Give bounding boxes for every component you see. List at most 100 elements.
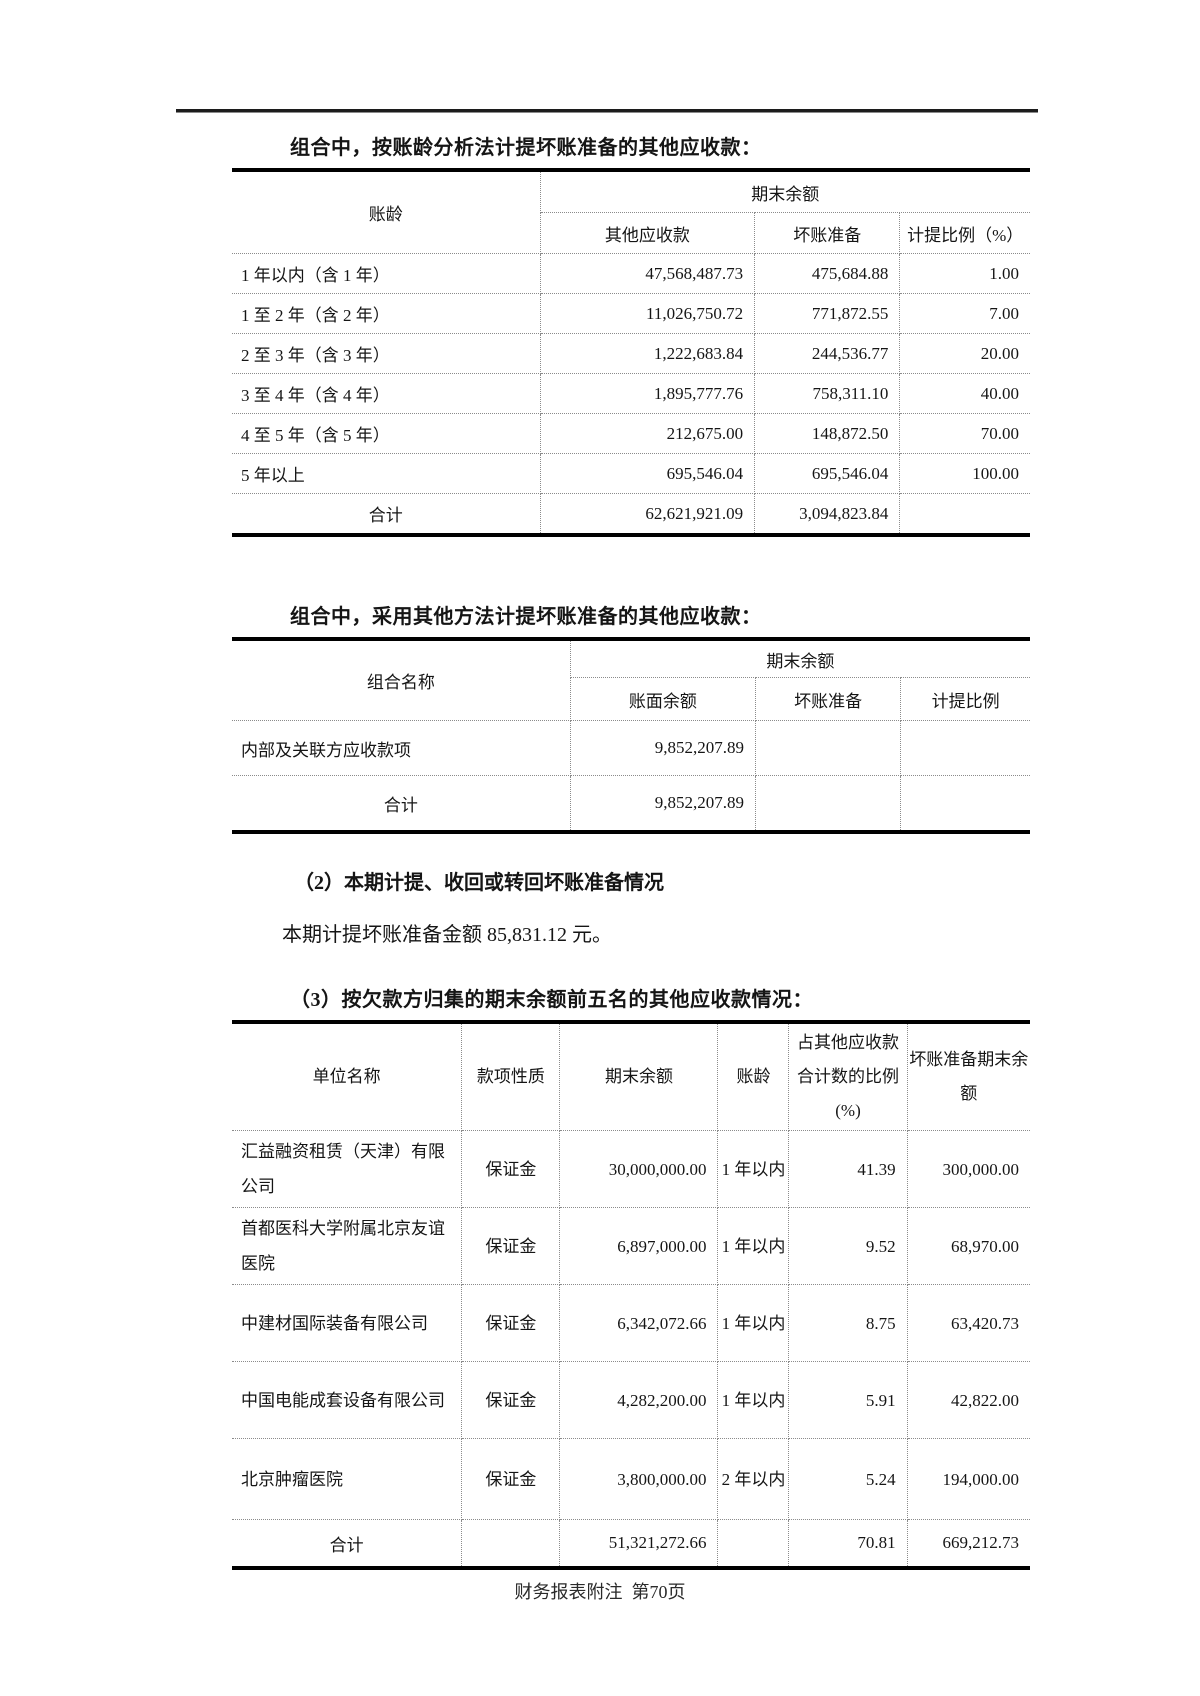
table-row: 1 年以内（含 1 年） 47,568,487.73 475,684.88 1.… xyxy=(232,253,1030,294)
subheader-book-balance: 账面余额 xyxy=(569,677,756,721)
total-nature-cell xyxy=(461,1519,561,1569)
header-closing-balance: 期末余额 xyxy=(539,169,1030,213)
table-row: 4 至 5 年（含 5 年） 212,675.00 148,872.50 70.… xyxy=(232,413,1030,454)
section1-title: 组合中，按账龄分析法计提坏账准备的其他应收款： xyxy=(290,137,762,159)
total-aging-cell xyxy=(717,1519,790,1569)
nature-cell: 保证金 xyxy=(461,1361,561,1439)
header-provision-balance: 坏账准备期末余额 xyxy=(906,1021,1030,1131)
header-ratio-of-total: 占其他应收款合计数的比例(%) xyxy=(788,1021,908,1131)
table-row: 中国电能成套设备有限公司 保证金 4,282,200.00 1 年以内 5.91… xyxy=(232,1361,1030,1439)
provision-cell: 475,684.88 xyxy=(754,253,901,294)
provision-cell xyxy=(754,720,902,776)
page-content: 组合中，按账龄分析法计提坏账准备的其他应收款： 账龄 期末余额 其他应收款 坏账… xyxy=(232,134,1030,1570)
table-row: 5 年以上 695,546.04 695,546.04 100.00 xyxy=(232,453,1030,494)
ratio-cell: 1.00 xyxy=(899,253,1030,294)
nature-cell: 保证金 xyxy=(461,1284,561,1362)
ratio-cell: 7.00 xyxy=(899,293,1030,334)
entity-name-cell: 中建材国际装备有限公司 xyxy=(232,1284,463,1362)
table-row: 首都医科大学附属北京友谊医院 保证金 6,897,000.00 1 年以内 9.… xyxy=(232,1207,1030,1285)
header-nature: 款项性质 xyxy=(461,1021,561,1131)
total-amount-cell: 51,321,272.66 xyxy=(559,1519,719,1569)
entity-name-cell: 首都医科大学附属北京友谊医院 xyxy=(232,1207,463,1285)
ratio-cell: 9.52 xyxy=(788,1207,908,1285)
ratio-cell: 41.39 xyxy=(788,1130,908,1208)
total-ratio-cell xyxy=(900,775,1030,833)
table-header-row: 组合名称 期末余额 xyxy=(232,638,1030,721)
table-row: 3 至 4 年（含 4 年） 1,895,777.76 758,311.10 4… xyxy=(232,373,1030,414)
header-aging: 账龄 xyxy=(232,169,541,254)
total-ratio-cell: 70.81 xyxy=(788,1519,908,1569)
amount-cell: 1,895,777.76 xyxy=(539,373,756,414)
aging-label: 2 至 3 年（含 3 年） xyxy=(232,333,541,374)
total-book-balance-cell: 9,852,207.89 xyxy=(569,775,756,833)
aging-cell: 1 年以内 xyxy=(717,1130,790,1208)
aging-label: 1 至 2 年（含 2 年） xyxy=(232,293,541,334)
total-provision-cell xyxy=(754,775,902,833)
amount-cell: 11,026,750.72 xyxy=(539,293,756,334)
subheader-bad-debt-provision: 坏账准备 xyxy=(754,677,902,721)
total-ratio-cell xyxy=(899,493,1030,536)
amount-cell: 30,000,000.00 xyxy=(559,1130,719,1208)
entity-name-cell: 汇益融资租赁（天津）有限公司 xyxy=(232,1130,463,1208)
other-method-table: 组合名称 期末余额 账面余额 坏账准备 计提比例 内部及关联方应收款项 9,85… xyxy=(232,637,1030,834)
portfolio-label: 内部及关联方应收款项 xyxy=(232,720,571,776)
table-row: 中建材国际装备有限公司 保证金 6,342,072.66 1 年以内 8.75 … xyxy=(232,1284,1030,1362)
ratio-cell: 40.00 xyxy=(899,373,1030,414)
amount-cell: 695,546.04 xyxy=(539,453,756,494)
amount-cell: 6,342,072.66 xyxy=(559,1284,719,1362)
aging-analysis-table: 账龄 期末余额 其他应收款 坏账准备 计提比例（%） 1 年以内（含 1 年） … xyxy=(232,168,1030,537)
ratio-cell: 70.00 xyxy=(899,413,1030,454)
provision-cell: 42,822.00 xyxy=(906,1361,1030,1439)
total-label: 合计 xyxy=(232,493,541,536)
aging-label: 4 至 5 年（含 5 年） xyxy=(232,413,541,454)
amount-cell: 1,222,683.84 xyxy=(539,333,756,374)
aging-cell: 1 年以内 xyxy=(717,1207,790,1285)
subheader-provision-ratio: 计提比例 xyxy=(900,677,1030,721)
top5-debtors-table: 单位名称 款项性质 期末余额 账龄 占其他应收款合计数的比例(%) 坏账准备期末… xyxy=(232,1020,1030,1570)
section2-title: 组合中，采用其他方法计提坏账准备的其他应收款： xyxy=(290,606,762,628)
aging-label: 3 至 4 年（含 4 年） xyxy=(232,373,541,414)
page-footer: 财务报表附注 第70页 xyxy=(514,1582,686,1602)
book-balance-cell: 9,852,207.89 xyxy=(569,720,756,776)
ratio-cell: 8.75 xyxy=(788,1284,908,1362)
total-amount-cell: 62,621,921.09 xyxy=(539,493,756,536)
table-row: 2 至 3 年（含 3 年） 1,222,683.84 244,536.77 2… xyxy=(232,333,1030,374)
aging-label: 1 年以内（含 1 年） xyxy=(232,253,541,294)
table-row: 内部及关联方应收款项 9,852,207.89 xyxy=(232,720,1030,776)
provision-cell: 771,872.55 xyxy=(754,293,901,334)
table-total-row: 合计 62,621,921.09 3,094,823.84 xyxy=(232,493,1030,536)
ratio-cell: 20.00 xyxy=(899,333,1030,374)
ratio-cell: 100.00 xyxy=(899,453,1030,494)
ratio-cell: 5.24 xyxy=(788,1438,908,1520)
page-header-rule xyxy=(176,109,1038,113)
provision-cell: 244,536.77 xyxy=(754,333,901,374)
nature-cell: 保证金 xyxy=(461,1207,561,1285)
provision-cell: 758,311.10 xyxy=(754,373,901,414)
provision-cell: 300,000.00 xyxy=(906,1130,1030,1208)
header-entity-name: 单位名称 xyxy=(232,1021,463,1131)
table-row: 汇益融资租赁（天津）有限公司 保证金 30,000,000.00 1 年以内 4… xyxy=(232,1130,1030,1208)
provision-cell: 148,872.50 xyxy=(754,413,901,454)
subheader-bad-debt-provision: 坏账准备 xyxy=(754,212,901,254)
aging-cell: 1 年以内 xyxy=(717,1284,790,1362)
amount-cell: 47,568,487.73 xyxy=(539,253,756,294)
total-provision-cell: 3,094,823.84 xyxy=(754,493,901,536)
ratio-cell: 5.91 xyxy=(788,1361,908,1439)
nature-cell: 保证金 xyxy=(461,1130,561,1208)
provision-cell: 194,000.00 xyxy=(906,1438,1030,1520)
table-row: 1 至 2 年（含 2 年） 11,026,750.72 771,872.55 … xyxy=(232,293,1030,334)
aging-cell: 2 年以内 xyxy=(717,1438,790,1520)
header-aging: 账龄 xyxy=(717,1021,790,1131)
paragraph2-heading: （2）本期计提、收回或转回坏账准备情况 xyxy=(294,872,664,894)
amount-cell: 3,800,000.00 xyxy=(559,1438,719,1520)
total-label: 合计 xyxy=(232,775,571,833)
entity-name-cell: 北京肿瘤医院 xyxy=(232,1438,463,1520)
header-portfolio-name: 组合名称 xyxy=(232,638,571,721)
entity-name-cell: 中国电能成套设备有限公司 xyxy=(232,1361,463,1439)
table-total-row: 合计 51,321,272.66 70.81 669,212.73 xyxy=(232,1519,1030,1569)
nature-cell: 保证金 xyxy=(461,1438,561,1520)
header-closing-balance: 期末余额 xyxy=(569,638,1030,678)
amount-cell: 212,675.00 xyxy=(539,413,756,454)
paragraph2-body: 本期计提坏账准备金额 85,831.12 元。 xyxy=(282,924,612,946)
amount-cell: 4,282,200.00 xyxy=(559,1361,719,1439)
